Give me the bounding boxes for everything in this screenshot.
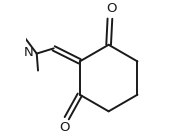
Text: O: O (59, 121, 69, 134)
Text: N: N (24, 46, 33, 59)
Text: O: O (106, 2, 116, 15)
